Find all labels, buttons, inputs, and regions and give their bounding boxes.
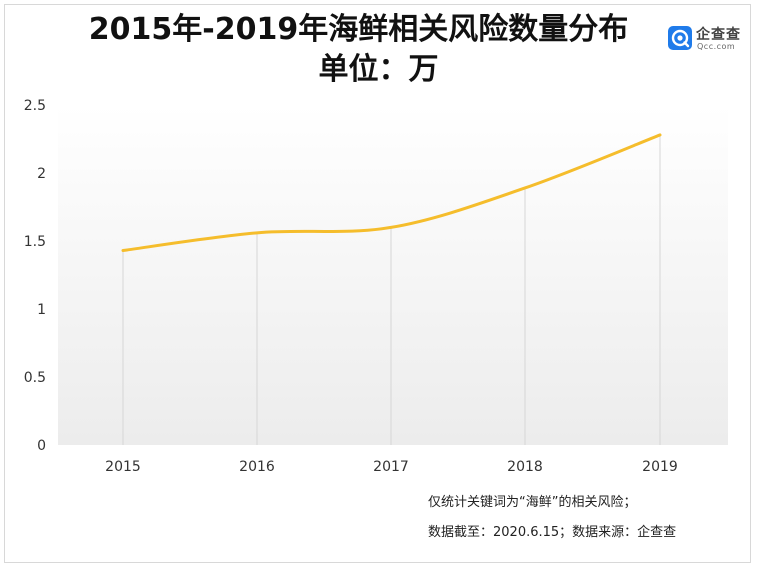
logo-subtext: Qcc.com: [697, 42, 736, 51]
qcc-logo: 企查查 Qcc.com: [668, 24, 750, 54]
x-tick-label: 2015: [105, 459, 141, 475]
y-tick-label: 1.5: [24, 234, 46, 250]
y-axis-ticks: 0 0.5 1 1.5 2 2.5: [24, 98, 46, 454]
qcc-logo-icon: [668, 26, 692, 50]
x-tick-label: 2016: [239, 459, 275, 475]
title-line-2: 单位：万: [318, 52, 439, 87]
gridlines: [122, 134, 661, 445]
y-tick-label: 0: [37, 438, 46, 454]
x-tick-label: 2019: [642, 459, 678, 475]
plot-area: [58, 105, 728, 445]
footnote-source: 数据截至：2020.6.15；数据来源：企查查: [428, 525, 677, 540]
y-tick-label: 2: [37, 166, 46, 182]
footnote-scope: 仅统计关键词为“海鲜”的相关风险；: [428, 495, 637, 510]
logo-name: 企查查: [696, 27, 741, 43]
y-tick-label: 2.5: [24, 98, 46, 114]
title-line-1: 2015年-2019年海鲜相关风险数量分布: [88, 12, 629, 47]
x-tick-label: 2017: [373, 459, 409, 475]
y-tick-label: 1: [37, 302, 46, 318]
x-axis-ticks: 2015 2016 2017 2018 2019: [105, 459, 678, 475]
series-line: [121, 133, 662, 253]
y-tick-label: 0.5: [24, 370, 46, 386]
x-tick-label: 2018: [507, 459, 543, 475]
chart-title: 2015年-2019年海鲜相关风险数量分布 单位：万: [0, 10, 757, 90]
